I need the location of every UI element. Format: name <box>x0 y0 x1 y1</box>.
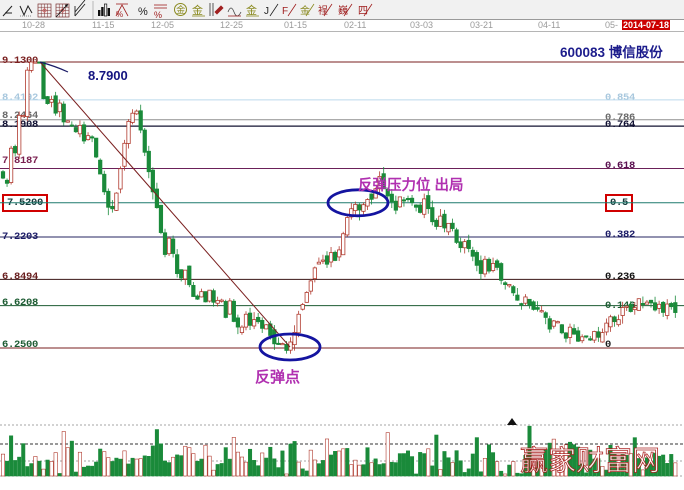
svg-text:8.7900: 8.7900 <box>88 68 128 83</box>
svg-text:反弹压力位 出局: 反弹压力位 出局 <box>358 176 464 194</box>
svg-text:反弹点: 反弹点 <box>255 368 300 386</box>
svg-text:赢家财富网: 赢家财富网 <box>520 445 660 476</box>
